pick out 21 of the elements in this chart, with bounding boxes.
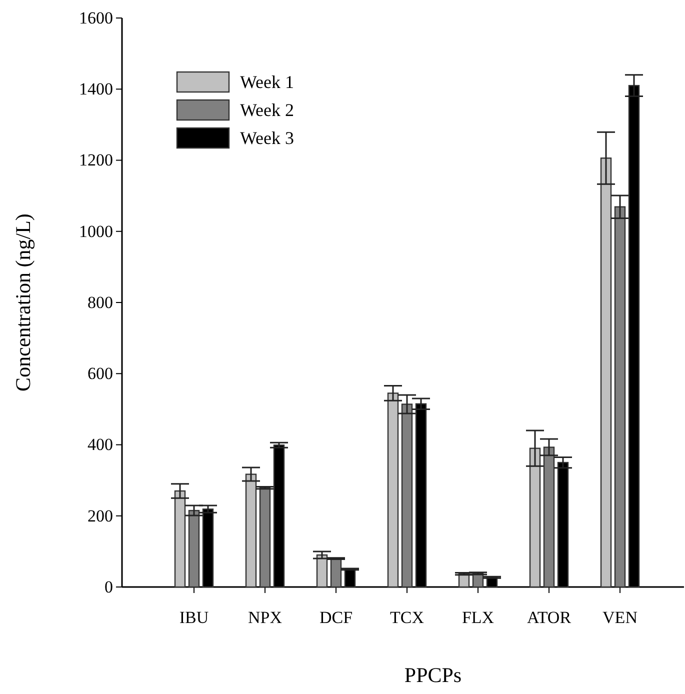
legend-label: Week 3 <box>240 128 294 148</box>
y-axis-title: Concentration (ng/L) <box>11 214 35 392</box>
legend-label: Week 1 <box>240 72 294 92</box>
y-tick-label: 600 <box>88 364 113 384</box>
y-tick-label: 0 <box>104 577 113 596</box>
y-tick-label: 400 <box>88 435 113 454</box>
y-tick-label: 200 <box>88 506 113 526</box>
x-tick-label: VEN <box>602 608 638 628</box>
x-tick-label: TCX <box>390 608 424 628</box>
x-tick-label: ATOR <box>526 608 572 628</box>
y-tick-label: 800 <box>88 292 113 312</box>
x-tick-label: IBU <box>179 608 209 628</box>
y-tick-label: 1000 <box>79 222 113 241</box>
y-tick-label: 1200 <box>79 150 113 170</box>
x-tick-label: DCF <box>319 608 353 628</box>
x-tick-label: FLX <box>462 608 494 628</box>
y-tick-label: 1400 <box>79 80 113 99</box>
x-tick-label: NPX <box>248 608 282 628</box>
y-tick-label: 1600 <box>79 8 113 28</box>
x-axis-title: PPCPs <box>404 663 462 687</box>
legend-label: Week 2 <box>240 100 294 120</box>
